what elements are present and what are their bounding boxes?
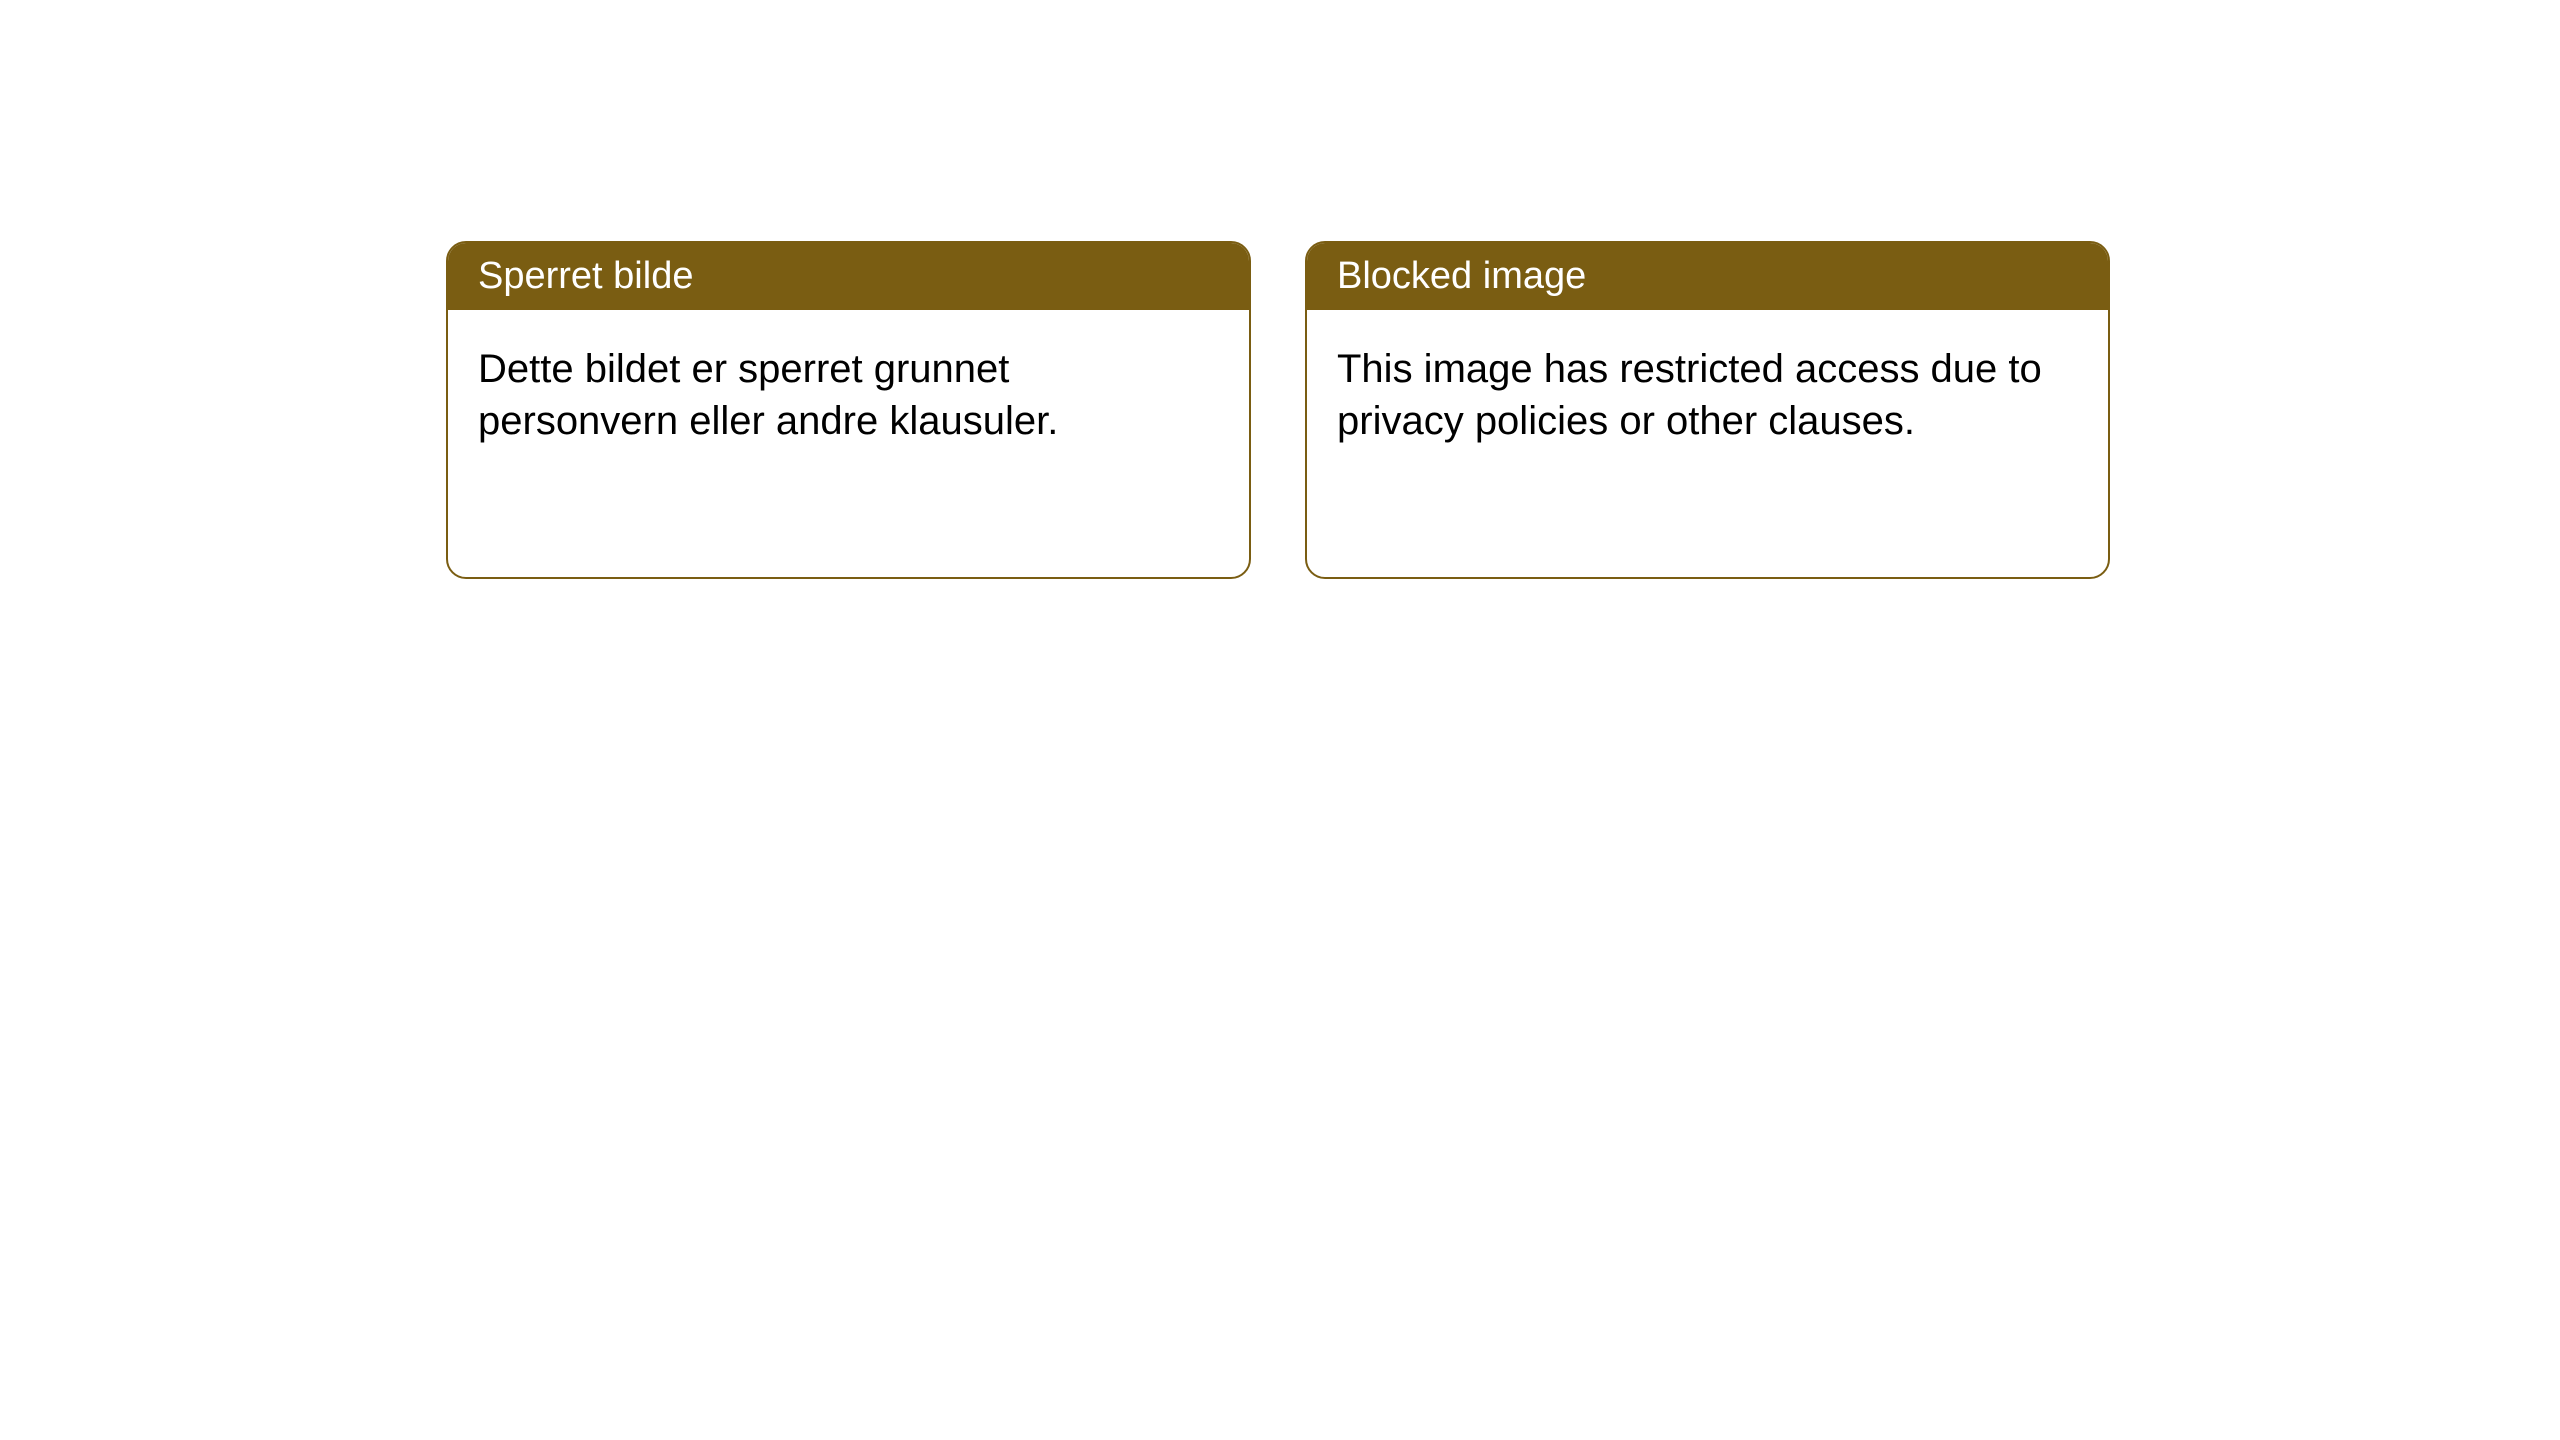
notice-card-body: This image has restricted access due to … bbox=[1307, 310, 2108, 480]
notice-card-header: Blocked image bbox=[1307, 243, 2108, 310]
notice-container: Sperret bilde Dette bildet er sperret gr… bbox=[0, 0, 2560, 579]
notice-title: Sperret bilde bbox=[478, 255, 693, 297]
notice-body-text: This image has restricted access due to … bbox=[1337, 347, 2042, 443]
notice-body-text: Dette bildet er sperret grunnet personve… bbox=[478, 347, 1058, 443]
notice-card-norwegian: Sperret bilde Dette bildet er sperret gr… bbox=[446, 241, 1251, 579]
notice-card-english: Blocked image This image has restricted … bbox=[1305, 241, 2110, 579]
notice-title: Blocked image bbox=[1337, 255, 1586, 297]
notice-card-body: Dette bildet er sperret grunnet personve… bbox=[448, 310, 1249, 480]
notice-card-header: Sperret bilde bbox=[448, 243, 1249, 310]
